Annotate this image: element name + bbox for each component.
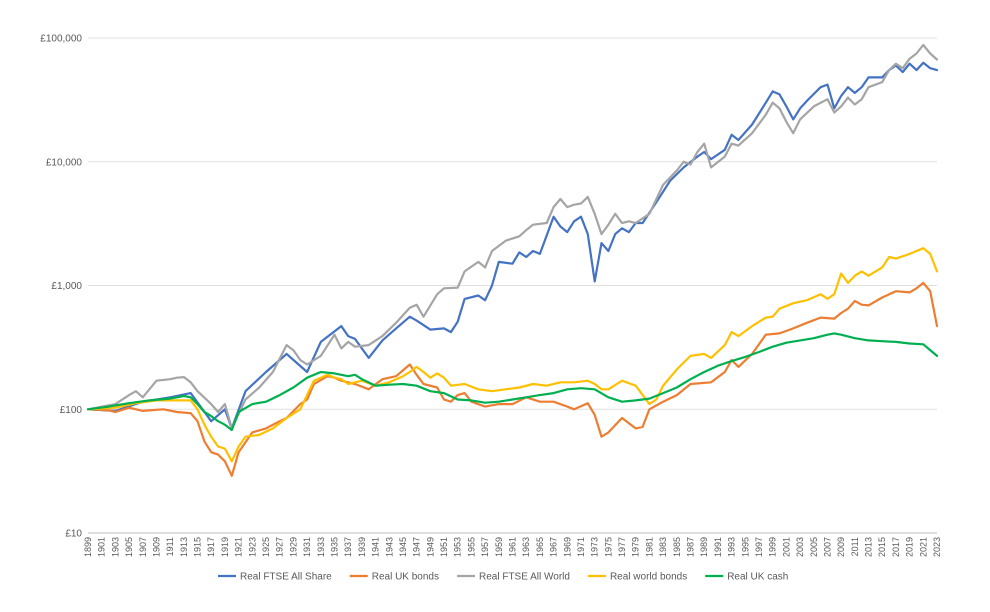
series-line-4	[86, 247, 939, 463]
x-tick-label: 1985	[672, 537, 682, 557]
series-line-5	[86, 332, 939, 432]
series-line-2	[86, 281, 939, 477]
x-tick-label: 1955	[466, 537, 476, 557]
x-tick-label: 1927	[275, 537, 285, 557]
x-tick-label: 1917	[206, 537, 216, 557]
x-tick-label: 2013	[864, 537, 874, 557]
x-tick-label: 1967	[549, 537, 559, 557]
x-tick-label: 1997	[754, 537, 764, 557]
x-tick-label: 2023	[932, 537, 942, 557]
x-tick-label: 2019	[905, 537, 915, 557]
x-tick-label: 1933	[316, 537, 326, 557]
x-tick-label: 1921	[234, 537, 244, 557]
x-tick-label: 1923	[247, 537, 257, 557]
y-tick-label: £100,000	[40, 34, 82, 45]
x-tick-label: 1901	[97, 537, 107, 557]
x-tick-label: 1961	[508, 537, 518, 557]
x-tick-label: 1995	[740, 537, 750, 557]
x-tick-label: 1999	[768, 537, 778, 557]
x-tick-label: 1945	[398, 537, 408, 557]
x-tick-label: 1913	[179, 537, 189, 557]
x-tick-label: 1935	[329, 537, 339, 557]
x-tick-label: 1983	[658, 537, 668, 557]
x-tick-label: 1899	[83, 537, 93, 557]
x-tick-label: 1991	[713, 537, 723, 557]
y-tick-label: £1,000	[51, 281, 82, 292]
x-tick-label: 1963	[521, 537, 531, 557]
legend-label: Real FTSE All Share	[240, 572, 332, 583]
x-tick-label: 1903	[110, 537, 120, 557]
series-line-1	[86, 61, 939, 430]
x-tick-label: 1965	[535, 537, 545, 557]
legend-item-3: Real FTSE All World	[456, 572, 570, 583]
x-tick-label: 1909	[151, 537, 161, 557]
legend-item-1: Real FTSE All Share	[218, 572, 332, 583]
y-tick-label: £10	[65, 529, 82, 540]
x-tick-label: 2009	[836, 537, 846, 557]
y-tick-label: £100	[60, 405, 83, 416]
legend-item-2: Real UK bonds	[349, 572, 439, 583]
x-tick-label: 1993	[727, 537, 737, 557]
x-tick-label: 2007	[822, 537, 832, 557]
x-tick-label: 1953	[453, 537, 463, 557]
x-tick-label: 1905	[124, 537, 134, 557]
x-tick-label: 1949	[425, 537, 435, 557]
x-tick-label: 2005	[809, 537, 819, 557]
legend-label: Real world bonds	[610, 572, 687, 583]
x-tick-label: 1981	[644, 537, 654, 557]
x-tick-label: 2021	[918, 537, 928, 557]
x-tick-label: 2015	[877, 537, 887, 557]
x-tick-label: 2011	[850, 537, 860, 556]
x-tick-label: 1987	[686, 537, 696, 557]
x-tick-label: 1919	[220, 537, 230, 557]
x-tick-label: 1947	[412, 537, 422, 557]
x-tick-label: 1941	[371, 537, 381, 557]
x-tick-label: 1939	[357, 537, 367, 557]
x-tick-label: 2001	[781, 537, 791, 557]
legend-label: Real UK cash	[727, 572, 788, 583]
legend-item-4: Real world bonds	[587, 572, 687, 583]
x-tick-label: 1977	[617, 537, 627, 557]
x-tick-label: 1925	[261, 537, 271, 557]
x-tick-label: 1915	[193, 537, 203, 557]
legend-label: Real UK bonds	[372, 572, 439, 583]
x-tick-label: 1979	[631, 537, 641, 557]
x-tick-label: 2003	[795, 537, 805, 557]
x-tick-label: 1969	[562, 537, 572, 557]
legend-item-5: Real UK cash	[705, 572, 788, 583]
x-tick-label: 1931	[302, 537, 312, 557]
y-tick-label: £10,000	[46, 157, 83, 168]
x-tick-label: 1959	[494, 537, 504, 557]
series-line-3	[86, 43, 939, 430]
x-tick-label: 1973	[590, 537, 600, 557]
x-tick-label: 1989	[699, 537, 709, 557]
x-tick-label: 1975	[603, 537, 613, 557]
legend-label: Real FTSE All World	[479, 572, 570, 583]
x-tick-label: 1971	[576, 537, 586, 557]
x-tick-label: 1937	[343, 537, 353, 557]
x-tick-label: 1951	[439, 537, 449, 557]
x-tick-label: 1929	[288, 537, 298, 557]
x-tick-label: 1957	[480, 537, 490, 557]
x-tick-label: 1911	[165, 537, 175, 556]
x-tick-label: 1907	[138, 537, 148, 557]
x-tick-label: 1943	[384, 537, 394, 557]
x-tick-label: 2017	[891, 537, 901, 557]
